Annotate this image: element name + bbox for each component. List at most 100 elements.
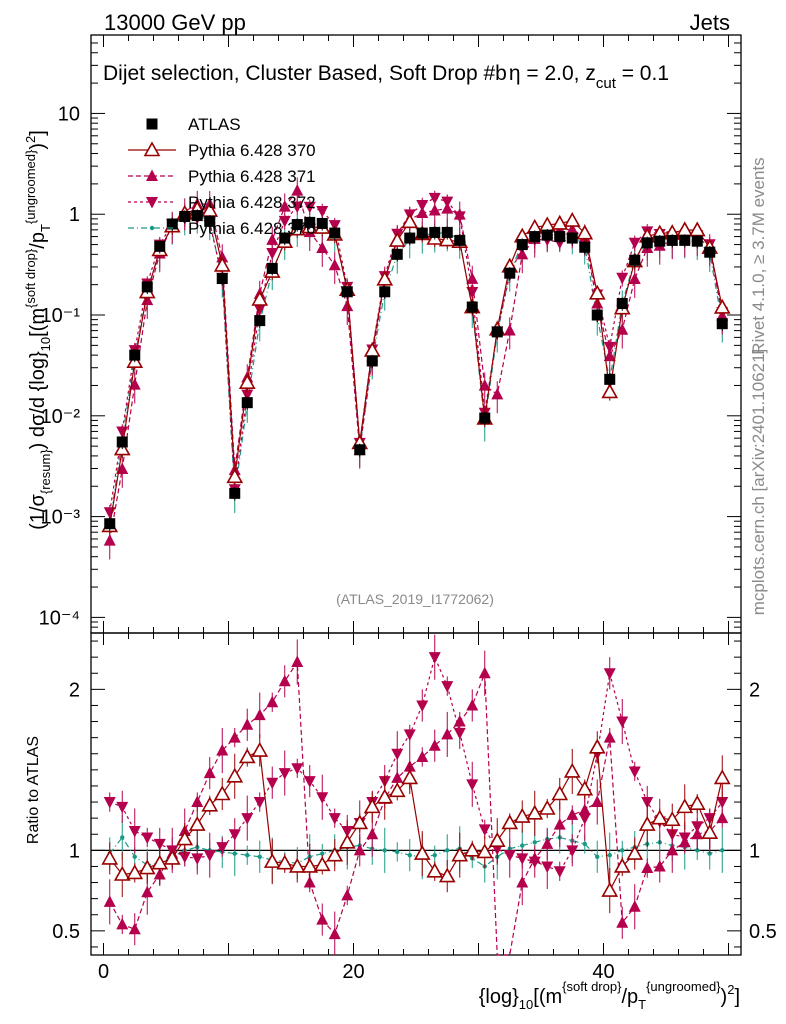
data-point	[245, 852, 250, 858]
legend-marker	[149, 225, 155, 231]
data-point	[566, 845, 579, 857]
data-point	[478, 666, 491, 679]
data-point	[516, 853, 529, 865]
data-point	[438, 867, 456, 883]
data-point	[120, 835, 125, 840]
data-point	[303, 776, 316, 788]
data-point	[363, 798, 381, 814]
data-point	[226, 468, 244, 484]
data-point	[516, 239, 528, 251]
data-point	[291, 655, 304, 667]
y-tick-label: 0.5	[52, 921, 80, 943]
data-point	[191, 795, 204, 808]
data-point	[713, 769, 731, 785]
legend-label: Pythia 6.428 370	[188, 141, 316, 160]
data-point	[216, 744, 229, 756]
data-point	[676, 798, 694, 814]
data-point	[441, 727, 454, 740]
data-point	[653, 859, 666, 872]
y-tick-label: 10	[58, 103, 80, 125]
data-point	[453, 208, 466, 220]
data-point	[113, 865, 131, 881]
mcplots-label: mcplots.cern.ch [arXiv:2401.10621]	[749, 349, 768, 615]
data-point	[716, 797, 729, 809]
data-point	[341, 299, 354, 312]
data-point	[616, 298, 628, 310]
data-point	[176, 830, 194, 846]
data-point	[178, 851, 191, 864]
data-point	[504, 267, 516, 279]
data-point	[101, 849, 119, 865]
y-tick-label: 10⁻⁴	[39, 607, 80, 629]
legend: ATLAS Pythia 6.428 370 Pythia 6.428 371 Pyt…	[128, 115, 316, 238]
legend-item-3: Pythia 6.428 372	[128, 193, 316, 212]
data-point	[328, 927, 341, 940]
data-point	[132, 854, 137, 859]
data-point	[376, 270, 394, 286]
data-point	[316, 205, 329, 218]
data-point	[679, 234, 691, 246]
legend-marker	[143, 141, 161, 157]
ratio-axes: 0 20 40 0.5 0.5 1 1 2 2	[52, 633, 777, 983]
y-tick-label: 10⁻¹	[41, 305, 81, 327]
data-point	[478, 824, 491, 836]
data-point	[601, 383, 619, 399]
data-point	[445, 848, 450, 853]
data-point	[503, 324, 516, 336]
chart-title: Dijet selection, Cluster Based, Soft Dro…	[103, 62, 669, 92]
ratio-panel-frame	[90, 632, 742, 956]
data-point	[663, 811, 681, 827]
data-point	[566, 232, 578, 244]
data-point	[691, 827, 704, 840]
data-point	[266, 695, 279, 708]
data-point	[303, 201, 316, 214]
data-point	[551, 785, 569, 801]
y-tick-label-right: 0.5	[749, 921, 777, 943]
data-point	[503, 850, 516, 862]
series-4-main	[107, 201, 725, 544]
data-point	[379, 286, 391, 298]
data-point	[603, 349, 616, 362]
data-point	[279, 232, 291, 244]
data-point	[688, 795, 706, 810]
data-point	[441, 226, 453, 238]
data-point	[528, 851, 541, 864]
data-point	[366, 355, 378, 367]
data-point	[151, 854, 169, 870]
data-point	[191, 853, 204, 865]
data-point	[238, 374, 256, 389]
data-point	[582, 841, 587, 847]
x-axis-label: {log}10[(m{soft drop}/pT{ungroomed})2]	[479, 979, 740, 1012]
data-point	[253, 797, 266, 809]
data-point	[466, 272, 479, 284]
main-data-layer	[101, 177, 731, 560]
y-tick-label: 10⁻³	[41, 507, 81, 529]
data-point	[454, 234, 466, 246]
data-point	[553, 866, 566, 878]
data-point	[229, 487, 241, 499]
series-1-ratio	[101, 731, 731, 914]
data-point	[704, 246, 716, 258]
legend-item-2: Pythia 6.428 371	[128, 167, 316, 186]
data-point	[541, 837, 554, 849]
y-tick-label: 1	[69, 204, 80, 226]
y-tick-label-right: 1	[749, 840, 760, 862]
data-point	[191, 210, 203, 222]
data-point	[629, 254, 641, 266]
data-point	[141, 885, 154, 898]
data-point	[163, 849, 181, 865]
data-point	[116, 917, 129, 930]
data-point	[257, 854, 262, 859]
data-point	[341, 286, 353, 298]
data-point	[404, 232, 416, 244]
data-point	[628, 766, 641, 778]
data-point	[428, 652, 441, 664]
data-point	[228, 829, 241, 841]
data-point	[551, 214, 569, 230]
analysis-id: (ATLAS_2019_I1772062)	[336, 591, 494, 607]
ratio-data-layer	[101, 634, 731, 956]
data-point	[382, 848, 387, 853]
data-point	[563, 762, 581, 778]
data-point	[213, 785, 231, 801]
series-1-main	[101, 200, 731, 535]
